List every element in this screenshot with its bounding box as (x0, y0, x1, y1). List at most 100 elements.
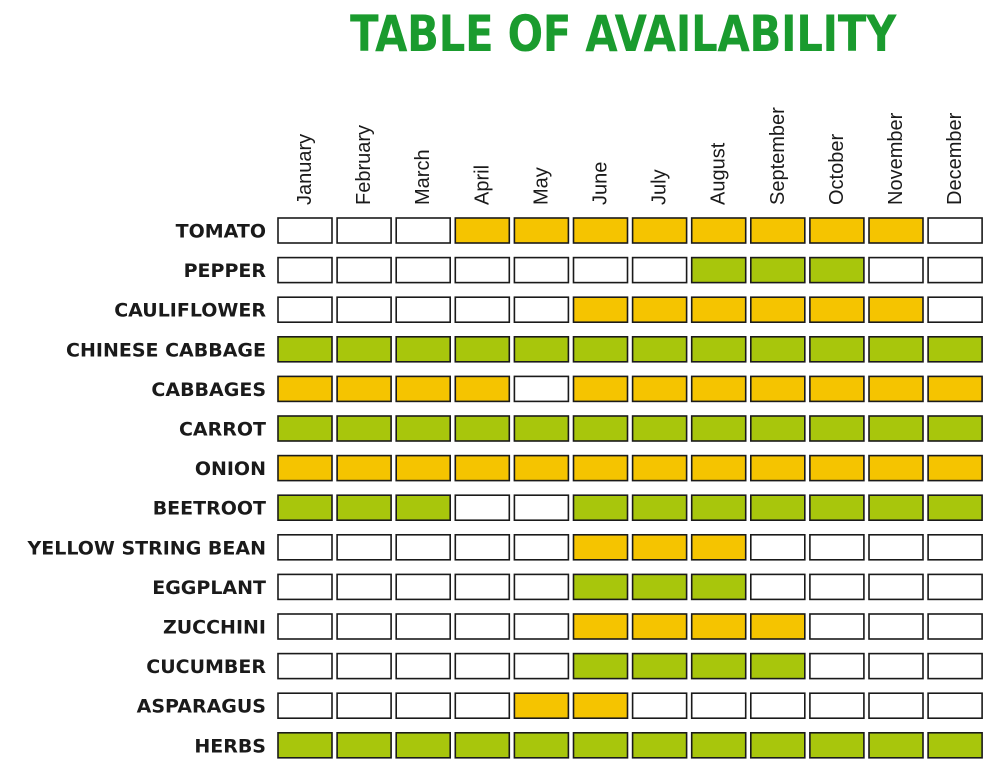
row-label: CAULIFLOWER (114, 300, 266, 322)
availability-cell (927, 256, 983, 284)
availability-cell (927, 652, 983, 680)
availability-cell (572, 692, 629, 720)
row-label: YELLOW STRING BEAN (26, 537, 266, 559)
availability-cell (868, 494, 924, 522)
availability-cell (336, 296, 392, 324)
availability-cell (395, 335, 452, 363)
availability-cell (809, 415, 865, 442)
availability-cell (749, 692, 806, 720)
availability-cell (631, 296, 688, 324)
availability-cell (868, 652, 924, 680)
availability-cell (336, 415, 392, 442)
availability-cell (927, 454, 983, 482)
availability-cell (454, 494, 511, 522)
availability-cell (336, 573, 392, 601)
availability-cell (513, 573, 570, 601)
availability-cell (631, 494, 688, 522)
availability-cell (809, 573, 865, 601)
availability-cell (749, 335, 806, 363)
availability-cell (513, 652, 570, 680)
availability-cell (395, 731, 452, 759)
availability-cell (868, 375, 924, 403)
availability-cell (690, 217, 747, 244)
availability-cell (631, 415, 688, 442)
availability-cell (809, 217, 865, 244)
availability-cell (513, 415, 570, 442)
availability-cell (336, 335, 392, 363)
availability-cell (868, 613, 924, 640)
month-label: March (412, 149, 434, 205)
availability-cell (395, 573, 452, 601)
availability-cell (513, 217, 570, 244)
availability-cell (868, 573, 924, 601)
availability-cell (513, 533, 570, 561)
availability-cell (631, 652, 688, 680)
availability-cell (809, 533, 865, 561)
availability-cell (749, 573, 806, 601)
availability-cell (868, 256, 924, 284)
availability-cell (868, 415, 924, 442)
availability-cell (277, 454, 333, 482)
availability-cell (868, 217, 924, 244)
availability-cell (277, 256, 333, 284)
availability-cell (277, 573, 333, 601)
availability-cell (631, 731, 688, 759)
availability-cell (395, 533, 452, 561)
availability-cell (749, 454, 806, 482)
availability-cell (809, 296, 865, 324)
availability-cell (927, 573, 983, 601)
availability-cell (749, 256, 806, 284)
availability-cell (454, 731, 511, 759)
month-label: November (885, 112, 907, 205)
availability-cell (277, 692, 333, 720)
availability-cell (690, 613, 747, 640)
availability-cell (336, 217, 392, 244)
availability-cell (631, 375, 688, 403)
availability-cell (277, 415, 333, 442)
month-label: February (353, 125, 375, 205)
availability-cell (690, 415, 747, 442)
availability-cell (690, 335, 747, 363)
availability-cell (631, 335, 688, 363)
availability-cell (277, 494, 333, 522)
row-label: CARROT (179, 419, 266, 441)
availability-cell (395, 256, 452, 284)
availability-cell (809, 256, 865, 284)
availability-cell (454, 217, 511, 244)
availability-cell (454, 692, 511, 720)
availability-cell (868, 335, 924, 363)
row-label: CUCUMBER (146, 656, 266, 678)
availability-cell (572, 335, 629, 363)
availability-cell (809, 692, 865, 720)
availability-cell (277, 217, 333, 244)
availability-cell (572, 296, 629, 324)
availability-cell (395, 494, 452, 522)
month-label: August (708, 142, 730, 205)
availability-cell (631, 533, 688, 561)
availability-cell (631, 573, 688, 601)
availability-cell (809, 613, 865, 640)
availability-cell (454, 454, 511, 482)
availability-cell (868, 533, 924, 561)
availability-cell (690, 454, 747, 482)
availability-cell (690, 533, 747, 561)
month-label: April (471, 165, 493, 205)
availability-cell (749, 415, 806, 442)
availability-cell (690, 296, 747, 324)
row-label: ASPARAGUS (137, 696, 266, 718)
availability-cell (749, 652, 806, 680)
availability-cell (809, 335, 865, 363)
availability-cell (809, 375, 865, 403)
availability-cell (395, 613, 452, 640)
availability-cell (454, 573, 511, 601)
availability-cell (690, 652, 747, 680)
row-label: CABBAGES (151, 379, 266, 401)
row-label: EGGPLANT (152, 577, 266, 599)
availability-cell (277, 613, 333, 640)
availability-cell (809, 731, 865, 759)
availability-cell (927, 613, 983, 640)
availability-cell (395, 454, 452, 482)
month-label: October (826, 134, 848, 205)
availability-cell (927, 296, 983, 324)
availability-cell (513, 296, 570, 324)
